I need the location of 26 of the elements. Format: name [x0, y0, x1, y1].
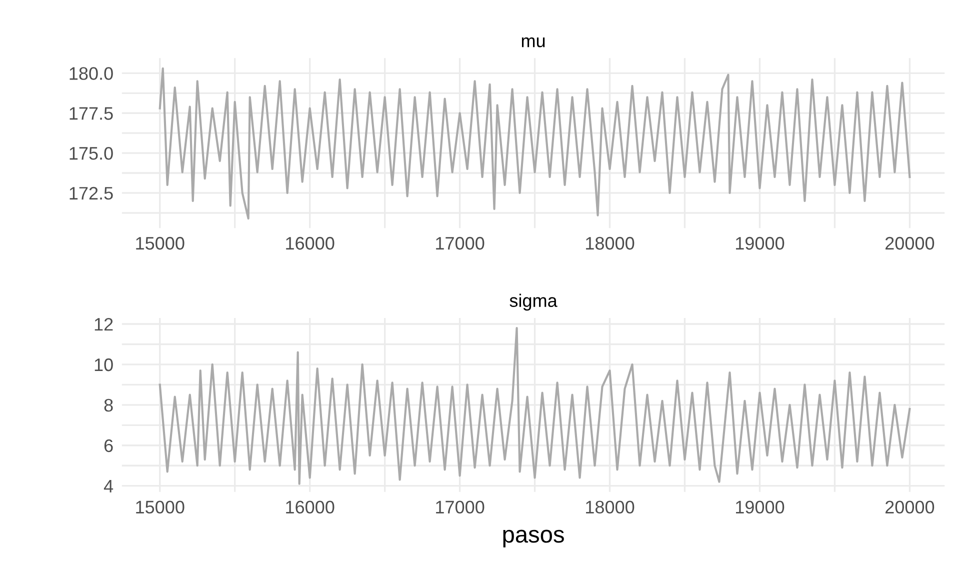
chart-title: mu [522, 37, 545, 48]
y-tick-label: 12 [94, 318, 113, 331]
x-tick-label: 18000 [586, 236, 634, 250]
x-tick-label: 17000 [436, 500, 484, 514]
x-tick-label: 15000 [136, 500, 184, 514]
y-tick-label: 10 [94, 358, 113, 372]
x-tick-label: 16000 [286, 500, 334, 514]
x-tick-label: 20000 [886, 236, 934, 250]
chart-title: sigma [510, 294, 558, 311]
y-tick-label: 6 [104, 439, 113, 452]
x-tick-label: 19000 [736, 236, 784, 250]
y-tick-label: 172.5 [70, 186, 113, 200]
y-tick-label: 4 [104, 480, 114, 492]
x-tick-label: 18000 [586, 500, 634, 514]
x-axis-title: pasos [503, 530, 564, 548]
line-series [158, 327, 911, 485]
y-tick-label: 180.0 [70, 67, 113, 80]
y-tick-label: 8 [104, 398, 113, 412]
line-series [158, 67, 911, 220]
x-tick-label: 17000 [436, 236, 484, 250]
x-tick-label: 20000 [886, 500, 934, 514]
y-tick-label: 175.0 [70, 146, 113, 160]
x-tick-label: 19000 [736, 500, 784, 514]
y-tick-label: 177.5 [70, 107, 113, 120]
x-tick-label: 15000 [136, 236, 184, 250]
x-tick-label: 16000 [286, 236, 334, 250]
